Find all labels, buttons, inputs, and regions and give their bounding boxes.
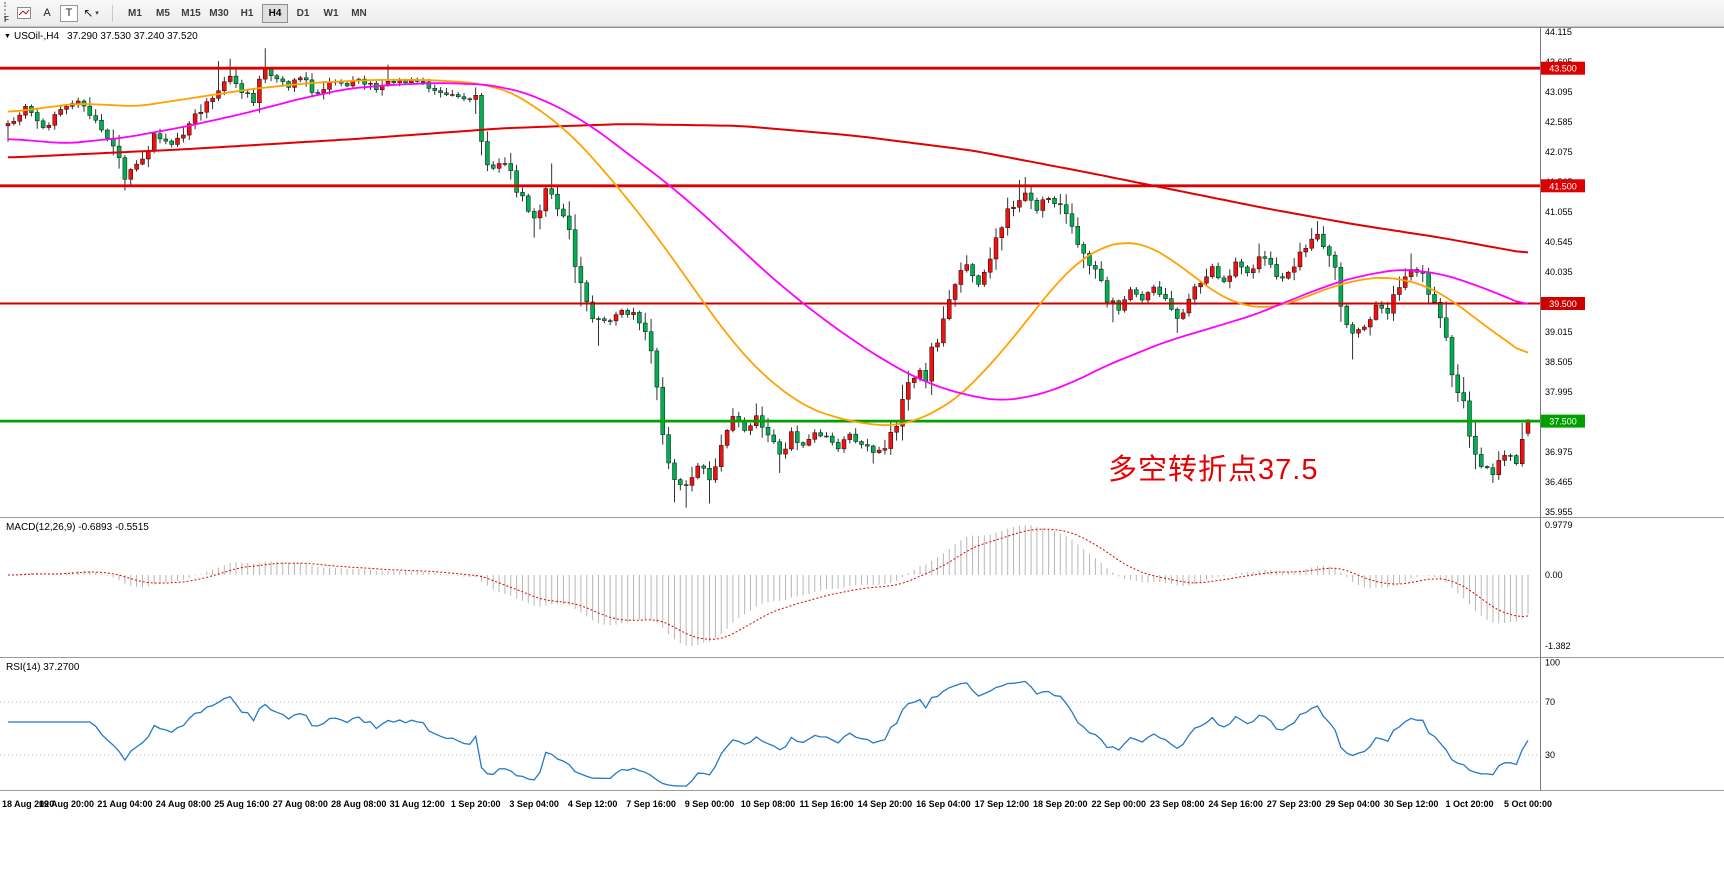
cursor-tool-button[interactable]: ↖ ▾ <box>81 4 101 23</box>
price-tag-43.500 <box>1541 61 1585 75</box>
time-axis-label: 27 Aug 08:00 <box>273 799 328 809</box>
time-axis-label: 24 Aug 08:00 <box>156 799 211 809</box>
time-axis-label: 22 Sep 00:00 <box>1091 799 1146 809</box>
chart-title: USOil-,H4 37.290 37.530 37.240 37.520 <box>14 31 198 42</box>
price-axis-label: 35.955 <box>1545 507 1573 517</box>
time-axis-label: 1 Oct 20:00 <box>1446 799 1494 809</box>
time-axis-label: 14 Sep 20:00 <box>858 799 913 809</box>
timeframe-buttons: M1 M5 M15 M30 H1 H4 D1 W1 MN <box>122 3 372 23</box>
toolbar-drag-handle[interactable] <box>4 2 9 18</box>
chart-title-symbol: USOil-,H4 <box>14 31 59 42</box>
chart-title-ohlc: 37.290 37.530 37.240 37.520 <box>67 31 198 42</box>
timeframe-button-w1[interactable]: W1 <box>318 4 344 23</box>
price-tag-label: 43.500 <box>1549 64 1577 74</box>
macd-signal-line <box>8 528 1529 640</box>
toolbar-separator <box>112 4 113 22</box>
timeframe-button-m30[interactable]: M30 <box>206 4 232 23</box>
macd-axis-min: -1.382 <box>1545 641 1571 651</box>
time-axis-label: 1 Sep 20:00 <box>451 799 501 809</box>
time-axis-label: 21 Aug 04:00 <box>97 799 152 809</box>
price-axis-label: 40.545 <box>1545 237 1573 247</box>
time-axis-label: 11 Sep 16:00 <box>799 799 853 809</box>
time-axis-label: 10 Sep 08:00 <box>741 799 796 809</box>
mini-chart-icon <box>17 7 31 19</box>
rsi-label: RSI(14) 37.2700 <box>6 662 80 673</box>
rsi-line <box>8 680 1529 787</box>
time-axis-label: 31 Aug 12:00 <box>390 799 445 809</box>
moving-average-lines <box>7 79 1529 427</box>
timeframe-button-mn[interactable]: MN <box>346 4 372 23</box>
horizontal-level-lines[interactable] <box>0 66 1540 423</box>
price-tag-41.500 <box>1541 179 1585 193</box>
macd-indicator <box>8 525 1529 646</box>
price-axis-label: 44.115 <box>1545 27 1572 37</box>
mini-chart-icon-button[interactable] <box>14 4 34 23</box>
ma-slow-red <box>7 123 1529 254</box>
time-axis-label: 9 Sep 00:00 <box>685 799 735 809</box>
toolbar-f-label: F <box>4 15 9 24</box>
time-axis-label: 25 Aug 16:00 <box>214 799 269 809</box>
time-axis-label: 30 Sep 12:00 <box>1384 799 1439 809</box>
price-axis-label: 42.585 <box>1545 117 1573 127</box>
timeframe-button-d1[interactable]: D1 <box>290 4 316 23</box>
time-axis-label: 4 Sep 12:00 <box>568 799 618 809</box>
time-axis-label: 5 Oct 00:00 <box>1504 799 1552 809</box>
rsi-axis-label: 100 <box>1545 657 1560 667</box>
time-axis-label: 18 Sep 20:00 <box>1033 799 1088 809</box>
ma-fast-magenta <box>7 82 1529 401</box>
price-axis-label: 37.995 <box>1545 387 1573 397</box>
time-axis-label: 16 Sep 04:00 <box>916 799 971 809</box>
time-axis-label: 18 Aug 2020 <box>2 799 54 809</box>
macd-axis-max: 0.9779 <box>1545 520 1573 530</box>
price-axis-label: 36.975 <box>1545 447 1573 457</box>
annotate-a-button[interactable]: A <box>37 4 57 23</box>
top-toolbar: A T ↖ ▾ M1 M5 M15 M30 H1 H4 D1 W1 MN F <box>0 0 1724 27</box>
timeframe-button-h4[interactable]: H4 <box>262 3 288 23</box>
time-axis-label: 17 Sep 12:00 <box>975 799 1030 809</box>
macd-label: MACD(12,26,9) -0.6893 -0.5515 <box>6 522 149 533</box>
timeframe-button-m1[interactable]: M1 <box>122 4 148 23</box>
time-axis-label: 27 Sep 23:00 <box>1267 799 1322 809</box>
chart-area[interactable]: 44.11543.60543.09542.58542.07541.56541.0… <box>0 27 1724 895</box>
title-collapse-arrow-icon[interactable]: ▼ <box>4 33 11 40</box>
rsi-axis-label: 70 <box>1545 697 1555 707</box>
text-tool-button[interactable]: T <box>60 4 78 22</box>
price-axis-label: 36.465 <box>1545 477 1573 487</box>
time-axis-label: 19 Aug 20:00 <box>39 799 94 809</box>
time-axis-label: 7 Sep 16:00 <box>626 799 676 809</box>
timeframe-button-m5[interactable]: M5 <box>150 4 176 23</box>
chevron-down-icon: ▾ <box>95 10 99 17</box>
price-axis-label: 38.505 <box>1545 357 1573 367</box>
price-axis-label: 40.035 <box>1545 267 1573 277</box>
time-axis-label: 24 Sep 16:00 <box>1208 799 1263 809</box>
price-axis-label: 41.055 <box>1545 207 1573 217</box>
candlestick-series <box>5 48 1531 508</box>
time-axis-label: 29 Sep 04:00 <box>1325 799 1380 809</box>
price-axis-label: 39.015 <box>1545 327 1573 337</box>
time-axis-label: 23 Sep 08:00 <box>1150 799 1205 809</box>
price-tag-37.500 <box>1541 414 1585 428</box>
rsi-indicator <box>0 680 1540 787</box>
time-axis-label: 28 Aug 08:00 <box>331 799 386 809</box>
timeframe-button-m15[interactable]: M15 <box>178 4 204 23</box>
macd-axis-zero: 0.00 <box>1545 570 1563 580</box>
cursor-icon: ↖ <box>83 6 94 20</box>
price-tag-39.500 <box>1541 297 1585 310</box>
rsi-axis-label: 30 <box>1545 750 1555 760</box>
price-axis-label: 42.075 <box>1545 147 1573 157</box>
price-tag-label: 39.500 <box>1549 299 1577 309</box>
price-tag-label: 37.500 <box>1549 417 1577 427</box>
axes[interactable]: 44.11543.60543.09542.58542.07541.56541.0… <box>0 27 1724 809</box>
price-tag-label: 41.500 <box>1549 181 1577 191</box>
price-axis-label: 43.095 <box>1545 87 1573 97</box>
timeframe-button-h1[interactable]: H1 <box>234 4 260 23</box>
time-axis-label: 3 Sep 04:00 <box>509 799 559 809</box>
price-annotation: 多空转折点37.5 <box>1108 453 1318 486</box>
